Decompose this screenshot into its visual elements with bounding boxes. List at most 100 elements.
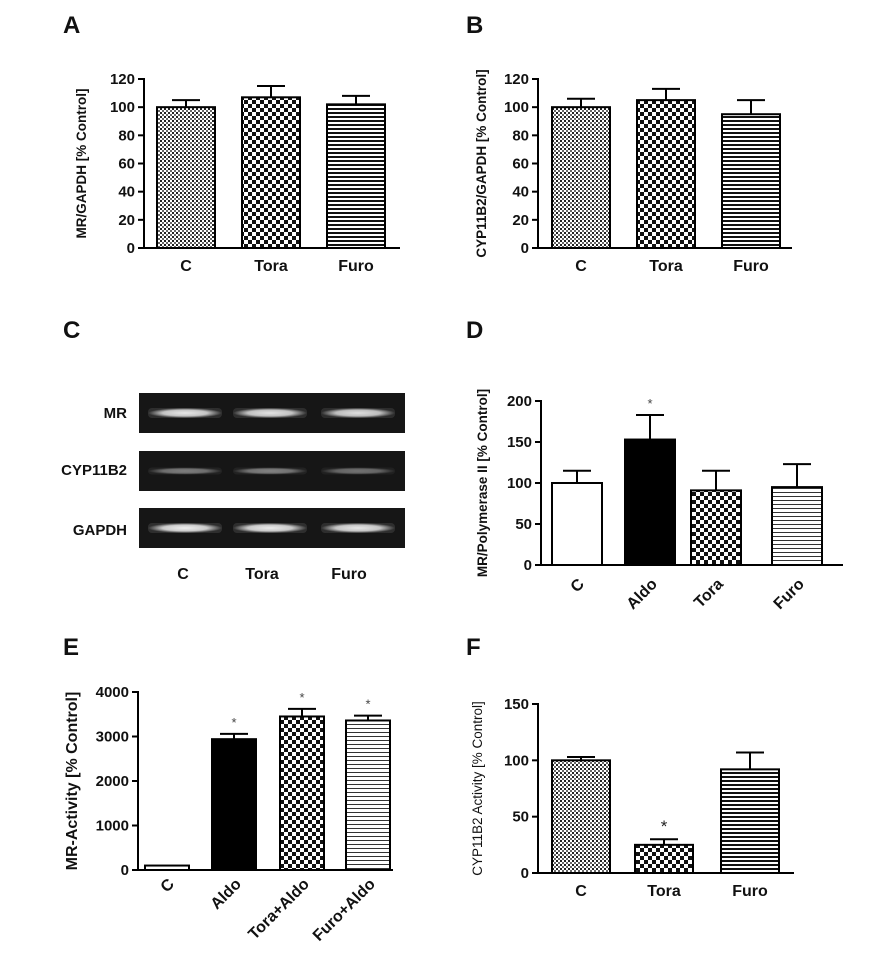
y-tick-label: 0 [524,557,532,574]
y-tick-label: 150 [504,696,529,713]
y-tick-label: 80 [512,127,529,144]
gel-band [233,523,307,533]
x-category-label: C [158,875,179,896]
significance-star: * [365,697,370,712]
gel-band [148,523,222,533]
x-category-label: Tora [254,258,288,275]
y-tick-label: 20 [512,212,529,229]
y-tick-label: 0 [521,240,529,257]
y-tick-label: 80 [118,127,135,144]
y-tick-label: 3000 [96,729,129,746]
chart-e: 0 1000 2000 3000 4000 MR-Activity [% Control]… [64,684,393,945]
chart-f: 0 50 100 150 CYP11B2 Activity [% Control] C * T… [470,696,794,900]
bar-c [551,759,611,874]
gel-band [148,408,222,418]
y-tick-label: 50 [512,809,529,826]
y-tick-label: 20 [118,212,135,229]
y-tick-label: 0 [127,240,135,257]
y-tick-label: 120 [110,71,135,88]
bar-c [551,482,603,566]
panel-letter-e: E [63,634,79,661]
y-tick-label: 0 [121,862,129,879]
y-axis-label: MR-Activity [% Control] [64,692,81,871]
significance-star: * [661,817,668,836]
significance-star: * [647,396,652,411]
panel-letter-c: C [63,317,80,344]
gel-band [148,467,222,475]
y-axis-label: MR/GAPDH [% Control] [74,89,89,239]
gel-row-label-cyp11b2: CYP11B2 [61,462,127,479]
y-tick-label: 200 [507,393,532,410]
y-tick-label: 2000 [96,773,129,790]
bar-c [551,106,611,249]
x-category-label: Tora+Aldo [245,876,313,944]
gel-band [321,408,395,418]
bar-aldo [211,738,257,871]
chart-d: 0 50 100 150 200 MR/Polymerase II [% Control]… [475,389,843,613]
bar-aldo [624,438,676,567]
y-tick-label: 150 [507,434,532,451]
panel-letter-d: D [466,317,483,344]
bar-tora-aldo [279,715,325,871]
bar-tora [636,99,696,249]
gel-panel: MR CYP11B2 GAPDH C Tora Furo [61,393,405,583]
significance-star: * [231,715,236,730]
bar-furo [326,103,386,249]
gel-band [233,408,307,418]
x-category-label: Aldo [624,576,661,613]
x-category-label: Aldo [208,876,245,913]
bar-tora [241,96,301,249]
y-tick-label: 50 [515,516,532,533]
x-category-label: Furo [733,258,769,275]
y-tick-label: 60 [118,156,135,173]
y-tick-label: 1000 [96,818,129,835]
bar-tora [690,489,742,567]
gel-lane-label-furo: Furo [331,566,367,583]
y-tick-label: 40 [118,184,135,201]
bar-furo [720,768,780,875]
bar-furo-aldo [345,719,391,871]
x-category-label: Furo+Aldo [310,876,379,945]
gel-row-label-gapdh: GAPDH [73,522,127,539]
bar-furo [771,486,823,567]
y-tick-label: 100 [504,99,529,116]
bar-c [144,864,190,871]
x-category-label: Tora [691,576,727,612]
x-category-label: Tora [647,883,681,900]
chart-b: 0 20 40 60 80 100 120 CYP11B2/GAPDH [% Control]… [474,69,792,275]
gel-band [321,523,395,533]
x-category-label: C [568,575,589,596]
bar-tora [634,843,694,874]
gel-row-label-mr: MR [104,405,127,422]
y-tick-label: 40 [512,184,529,201]
x-category-label: Furo [732,883,768,900]
y-axis-label: MR/Polymerase II [% Control] [475,389,490,577]
panel-letter-b: B [466,12,483,39]
gel-band [321,467,395,475]
x-category-label: Tora [649,258,683,275]
y-axis-label: CYP11B2/GAPDH [% Control] [474,69,489,257]
gel-lane-label-c: C [177,566,189,583]
gel-band [233,467,307,475]
bar-furo [721,113,781,250]
x-category-label: Furo [338,258,374,275]
y-tick-label: 100 [504,752,529,769]
bar-c [156,106,216,249]
x-category-label: C [575,883,587,900]
y-tick-label: 100 [507,475,532,492]
x-category-label: Furo [771,576,808,613]
panel-letter-f: F [466,634,481,661]
gel-lane-label-tora: Tora [245,566,279,583]
x-category-label: C [575,258,587,275]
y-tick-label: 120 [504,71,529,88]
y-tick-label: 4000 [96,684,129,701]
y-tick-label: 100 [110,99,135,116]
chart-a: 0 20 40 60 80 100 120 MR/GAPDH [% Control] C Tora… [74,71,400,275]
significance-star: * [299,690,304,705]
y-tick-label: 60 [512,156,529,173]
x-category-label: C [180,258,192,275]
y-tick-label: 0 [521,865,529,882]
y-axis-label: CYP11B2 Activity [% Control] [470,701,485,876]
panel-letter-a: A [63,12,80,39]
